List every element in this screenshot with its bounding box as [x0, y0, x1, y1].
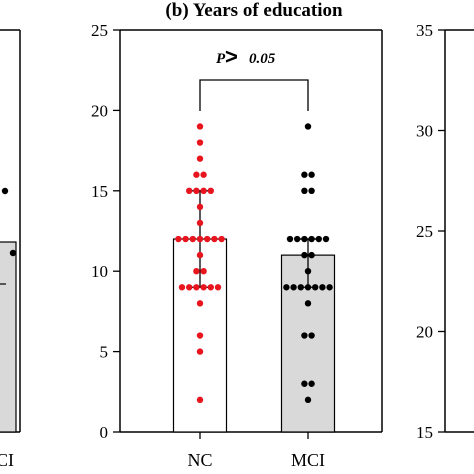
data-point-nc — [175, 235, 182, 243]
data-point-mci — [301, 380, 308, 387]
right-panel: 15 20 25 30 35 — [416, 21, 474, 442]
data-point-nc — [200, 268, 207, 275]
data-point-mci — [304, 300, 312, 307]
right-panel-y-tick-label: 25 — [416, 222, 433, 241]
x-tick-label: NC — [187, 450, 212, 470]
data-point-mci — [294, 235, 301, 243]
x-tick-label: MCI — [291, 450, 325, 470]
left-panel-mci-bar — [0, 241, 17, 433]
data-point-nc — [196, 235, 204, 243]
data-point-nc — [196, 251, 204, 259]
significance-text-value: 0.05 — [249, 51, 276, 67]
right-panel-y-tick-label: 15 — [416, 423, 433, 442]
x-axis-labels: NC MCI — [187, 432, 325, 470]
data-point-nc — [200, 284, 207, 291]
data-point-nc — [193, 187, 200, 194]
y-tick-label: 15 — [91, 182, 108, 201]
data-point-mci — [301, 251, 308, 259]
data-point-mci — [308, 187, 315, 194]
data-point-nc — [189, 235, 196, 243]
data-point-mci — [304, 284, 312, 291]
significance-bracket — [199, 79, 309, 111]
y-axis: 0 5 10 15 20 25 — [91, 21, 121, 442]
data-point-nc — [182, 235, 189, 243]
data-point-nc — [196, 396, 204, 404]
data-point-nc — [178, 284, 186, 291]
data-point-nc — [193, 284, 200, 291]
data-point-mci — [319, 284, 326, 291]
data-point-mci — [312, 284, 319, 291]
data-point-nc — [196, 203, 204, 211]
significance-text-gt: > — [225, 44, 238, 69]
data-point-nc — [196, 123, 204, 130]
data-point-mci — [308, 332, 315, 339]
left-panel: CI C — [0, 29, 21, 470]
data-point-nc — [193, 268, 200, 275]
left-panel-data-point — [9, 249, 17, 257]
data-point-nc — [211, 235, 218, 243]
data-point-mci — [304, 123, 312, 130]
data-point-nc — [193, 171, 200, 178]
data-point-nc — [207, 284, 214, 291]
data-point-nc — [196, 219, 204, 227]
data-point-mci — [322, 235, 330, 243]
data-point-mci — [286, 235, 294, 243]
data-point-nc — [207, 187, 214, 194]
data-point-nc — [186, 187, 193, 194]
right-panel-y-tick-label: 35 — [416, 21, 433, 40]
y-tick-label: 10 — [91, 262, 108, 281]
data-point-nc — [204, 235, 211, 243]
data-point-mci — [308, 251, 315, 259]
data-point-mci — [297, 284, 304, 291]
right-panel-y-tick-label: 30 — [416, 122, 433, 141]
chart-title: (b) Years of education — [165, 0, 343, 21]
left-panel-data-point — [1, 187, 9, 195]
data-point-mci — [290, 284, 297, 291]
right-panel-y-tick-label: 20 — [416, 323, 433, 342]
data-point-nc — [196, 139, 204, 146]
data-point-mci — [308, 235, 315, 243]
data-point-mci — [315, 235, 322, 243]
data-points — [175, 123, 333, 404]
y-tick-label: 5 — [100, 343, 109, 362]
y-tick-label: 0 — [100, 423, 109, 442]
data-point-mci — [308, 171, 315, 178]
data-point-mci — [308, 380, 315, 387]
data-point-nc — [196, 300, 204, 307]
data-point-nc — [218, 235, 225, 243]
significance-annotation: P > 0.05 — [199, 44, 309, 111]
y-tick-label: 20 — [91, 101, 108, 120]
plot-frame — [120, 29, 383, 433]
left-panel-category-label: CI — [0, 450, 14, 470]
data-point-nc — [196, 348, 204, 355]
data-point-mci — [283, 284, 290, 291]
y-tick-label: 25 — [91, 21, 108, 40]
data-point-nc — [200, 171, 207, 178]
data-point-mci — [301, 171, 308, 178]
data-point-mci — [304, 268, 312, 275]
data-point-nc — [214, 284, 222, 291]
data-point-nc — [186, 284, 193, 291]
data-point-mci — [301, 235, 308, 243]
data-point-mci — [304, 396, 312, 404]
data-point-mci — [326, 284, 333, 291]
data-point-nc — [196, 332, 204, 339]
data-point-nc — [200, 187, 207, 194]
data-point-nc — [196, 155, 204, 162]
significance-text-p: P — [216, 51, 226, 67]
data-point-mci — [301, 187, 308, 194]
data-point-mci — [301, 332, 308, 339]
